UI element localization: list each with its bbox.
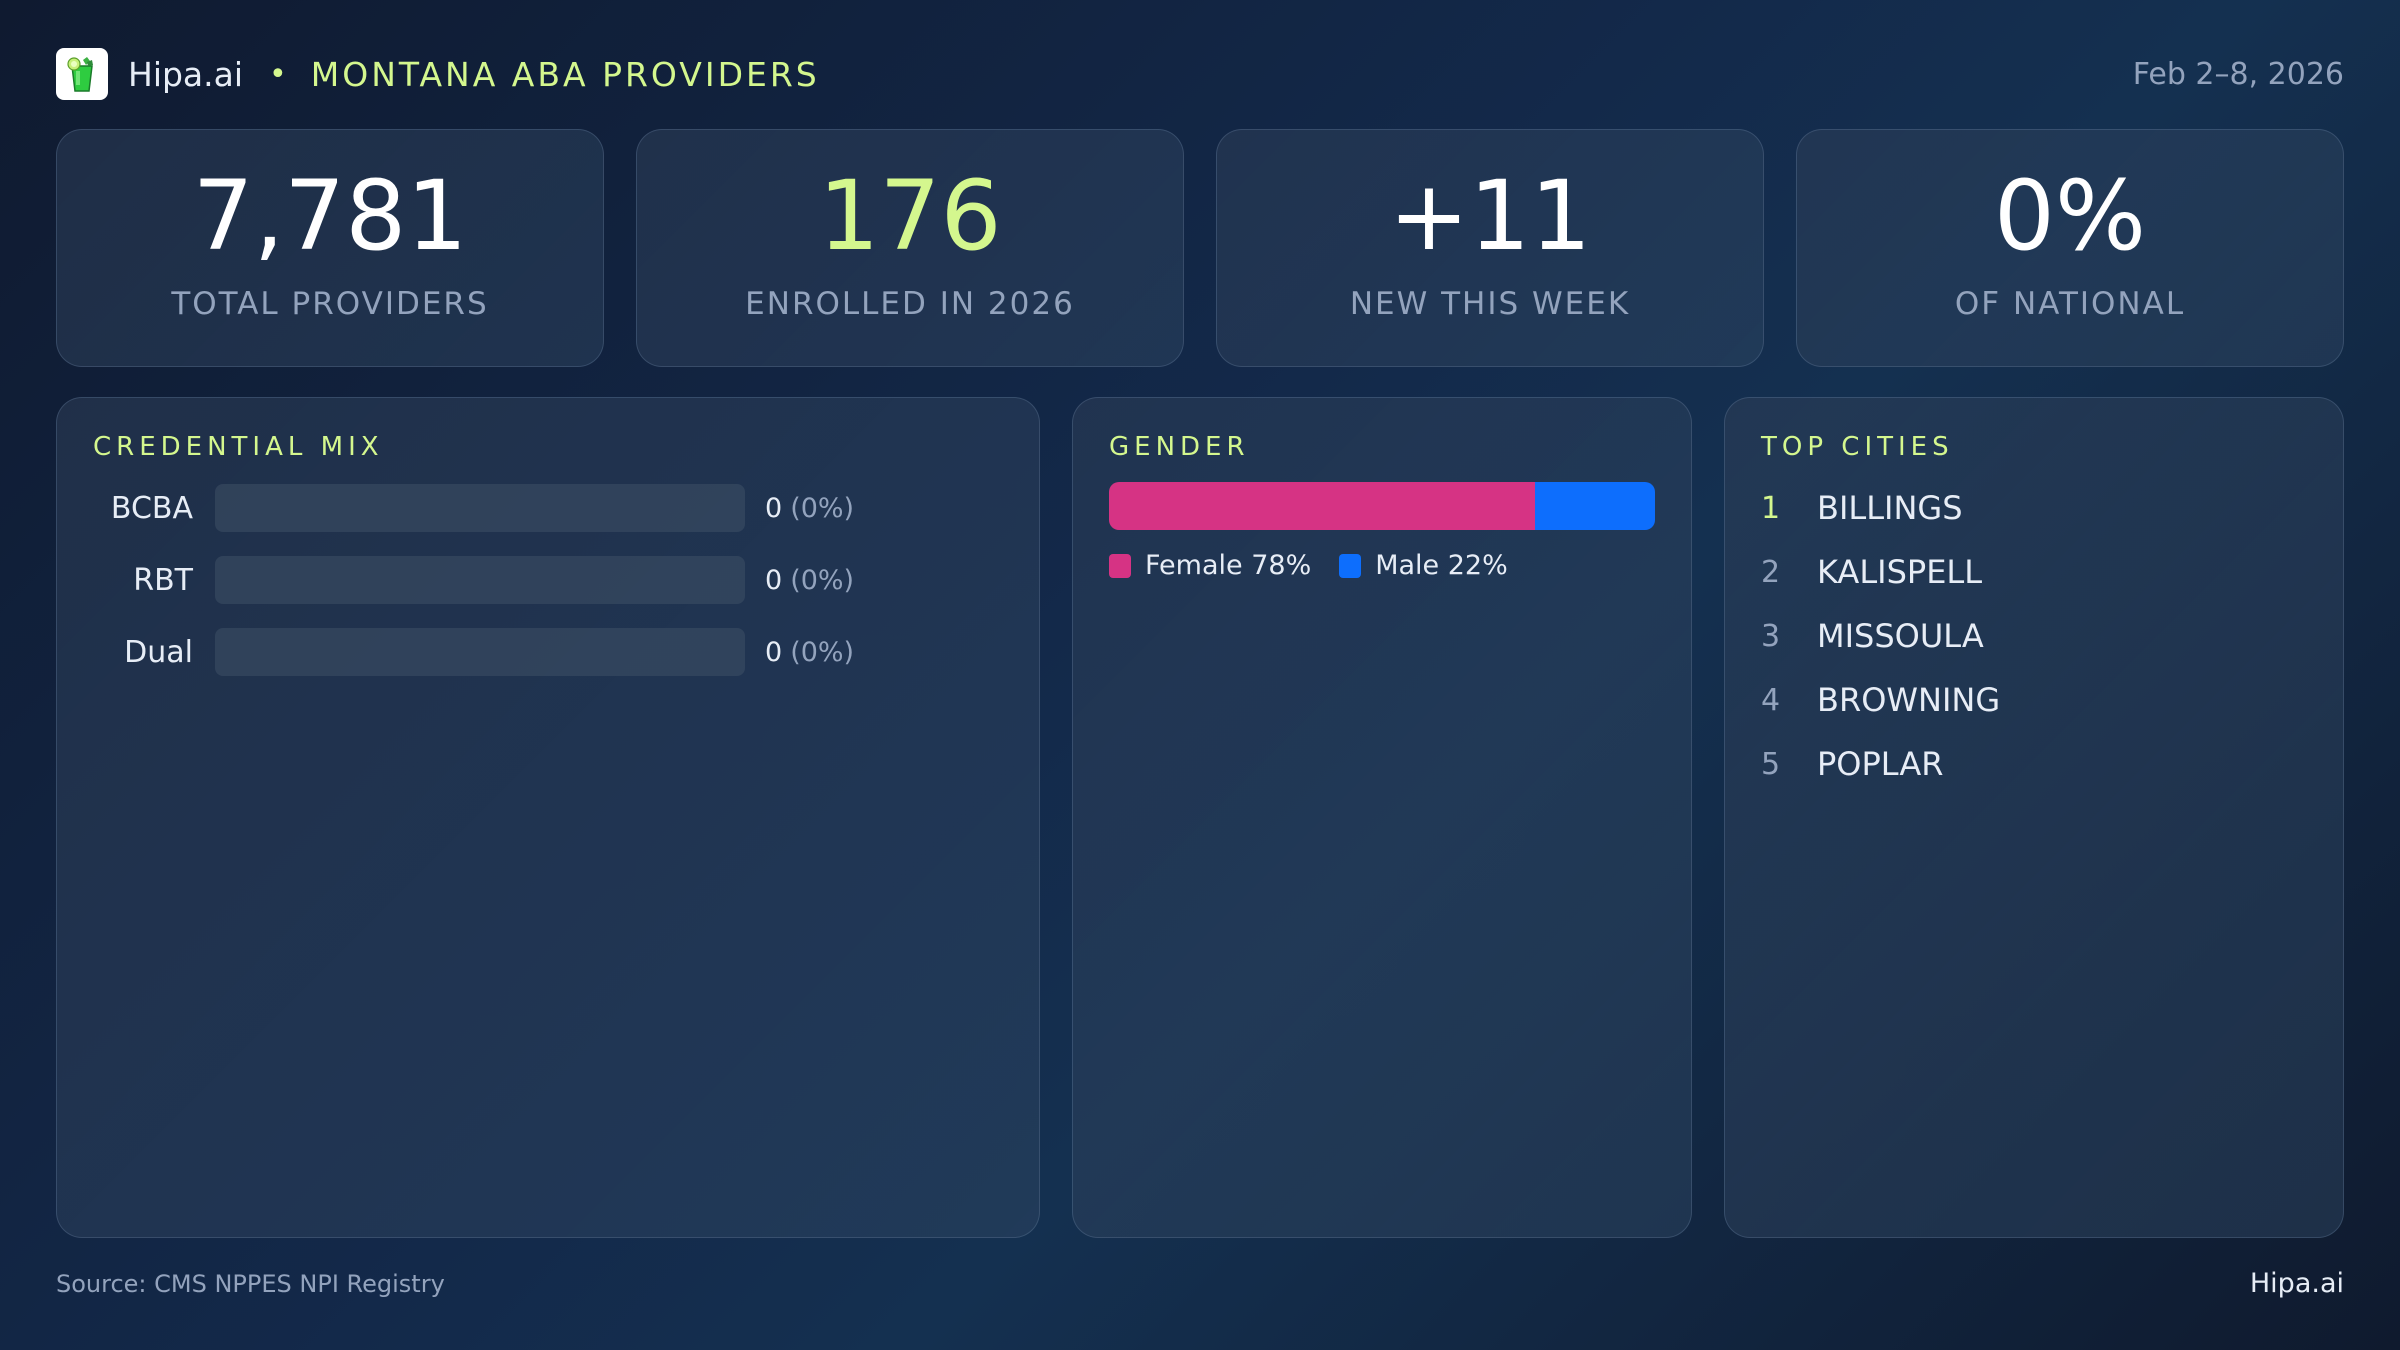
- city-list: 1 BILLINGS 2 KALISPELL 3 MISSOULA 4 BROW…: [1761, 476, 2307, 796]
- gender-bar-female: [1109, 482, 1535, 530]
- kpi-card-total-providers: 7,781 TOTAL PROVIDERS: [56, 129, 604, 367]
- credential-bar-track: [215, 484, 745, 532]
- gender-legend: Female 78% Male 22%: [1109, 550, 1655, 581]
- kpi-value: 176: [818, 160, 1002, 272]
- city-rank: 5: [1761, 746, 1781, 782]
- panels-row: CREDENTIAL MIX BCBA 0 (0%) RBT 0 (0%) Du…: [56, 397, 2344, 1238]
- city-name: MISSOULA: [1817, 617, 1984, 655]
- city-rank: 4: [1761, 682, 1781, 718]
- data-source: Source: CMS NPPES NPI Registry: [56, 1270, 445, 1298]
- city-rank: 2: [1761, 554, 1781, 590]
- kpi-card-new-this-week: +11 NEW THIS WEEK: [1216, 129, 1764, 367]
- city-name: BILLINGS: [1817, 489, 1963, 527]
- legend-swatch-female: [1109, 553, 1131, 578]
- title-separator: •: [269, 56, 287, 92]
- kpi-label: NEW THIS WEEK: [1349, 286, 1631, 322]
- credential-mix-panel: CREDENTIAL MIX BCBA 0 (0%) RBT 0 (0%) Du…: [56, 397, 1040, 1238]
- list-item: 1 BILLINGS: [1761, 476, 2307, 540]
- list-item: 4 BROWNING: [1761, 668, 2307, 732]
- city-name: KALISPELL: [1817, 553, 1983, 591]
- legend-item-male: Male 22%: [1339, 550, 1508, 581]
- mojito-glass-icon: [56, 48, 108, 100]
- credential-label: BCBA: [110, 490, 193, 526]
- credential-percent: (0%): [790, 636, 855, 668]
- credential-bar-track: [215, 556, 745, 604]
- credential-row-rbt: RBT 0 (0%): [93, 556, 1003, 604]
- credential-count: 0: [765, 564, 783, 596]
- kpi-card-of-national: 0% OF NATIONAL: [1796, 129, 2344, 367]
- gender-panel: GENDER Female 78% Male 22%: [1072, 397, 1692, 1238]
- panel-title: GENDER: [1109, 432, 1250, 462]
- header: Hipa.ai • MONTANA ABA PROVIDERS Feb 2–8,…: [56, 48, 2344, 100]
- list-item: 3 MISSOULA: [1761, 604, 2307, 668]
- city-rank: 3: [1761, 618, 1781, 654]
- kpi-label: TOTAL PROVIDERS: [171, 286, 489, 322]
- top-cities-panel: TOP CITIES 1 BILLINGS 2 KALISPELL 3 MISS…: [1724, 397, 2344, 1238]
- kpi-value: +11: [1388, 160, 1592, 272]
- city-name: POPLAR: [1817, 745, 1944, 783]
- credential-label: RBT: [133, 562, 193, 598]
- kpi-label: ENROLLED IN 2026: [745, 286, 1075, 322]
- credential-percent: (0%): [790, 564, 855, 596]
- credential-label: Dual: [124, 634, 193, 670]
- city-name: BROWNING: [1817, 681, 2001, 719]
- credential-row-bcba: BCBA 0 (0%): [93, 484, 1003, 532]
- kpi-row: 7,781 TOTAL PROVIDERS 176 ENROLLED IN 20…: [56, 129, 2344, 367]
- panel-title: CREDENTIAL MIX: [93, 432, 384, 462]
- panel-title: TOP CITIES: [1761, 432, 1954, 462]
- kpi-value: 0%: [1993, 160, 2147, 272]
- credential-percent: (0%): [790, 492, 855, 524]
- credential-bar-track: [215, 628, 745, 676]
- footer-brand: Hipa.ai: [2249, 1268, 2344, 1299]
- gender-stacked-bar: [1109, 482, 1655, 530]
- credential-row-dual: Dual 0 (0%): [93, 628, 1003, 676]
- legend-label: Female 78%: [1145, 550, 1312, 581]
- brand-name: Hipa.ai: [128, 54, 244, 94]
- list-item: 5 POPLAR: [1761, 732, 2307, 796]
- page-title: MONTANA ABA PROVIDERS: [310, 54, 820, 94]
- kpi-label: OF NATIONAL: [1954, 286, 2186, 322]
- list-item: 2 KALISPELL: [1761, 540, 2307, 604]
- gender-bar-male: [1534, 482, 1655, 530]
- credential-count: 0: [765, 636, 783, 668]
- city-rank: 1: [1761, 490, 1781, 526]
- legend-item-female: Female 78%: [1109, 550, 1311, 581]
- credential-count: 0: [765, 492, 783, 524]
- date-range: Feb 2–8, 2026: [2132, 56, 2344, 92]
- legend-swatch-male: [1339, 553, 1362, 578]
- kpi-value: 7,781: [192, 160, 468, 272]
- kpi-card-enrolled-2026: 176 ENROLLED IN 2026: [636, 129, 1184, 367]
- legend-label: Male 22%: [1375, 550, 1508, 581]
